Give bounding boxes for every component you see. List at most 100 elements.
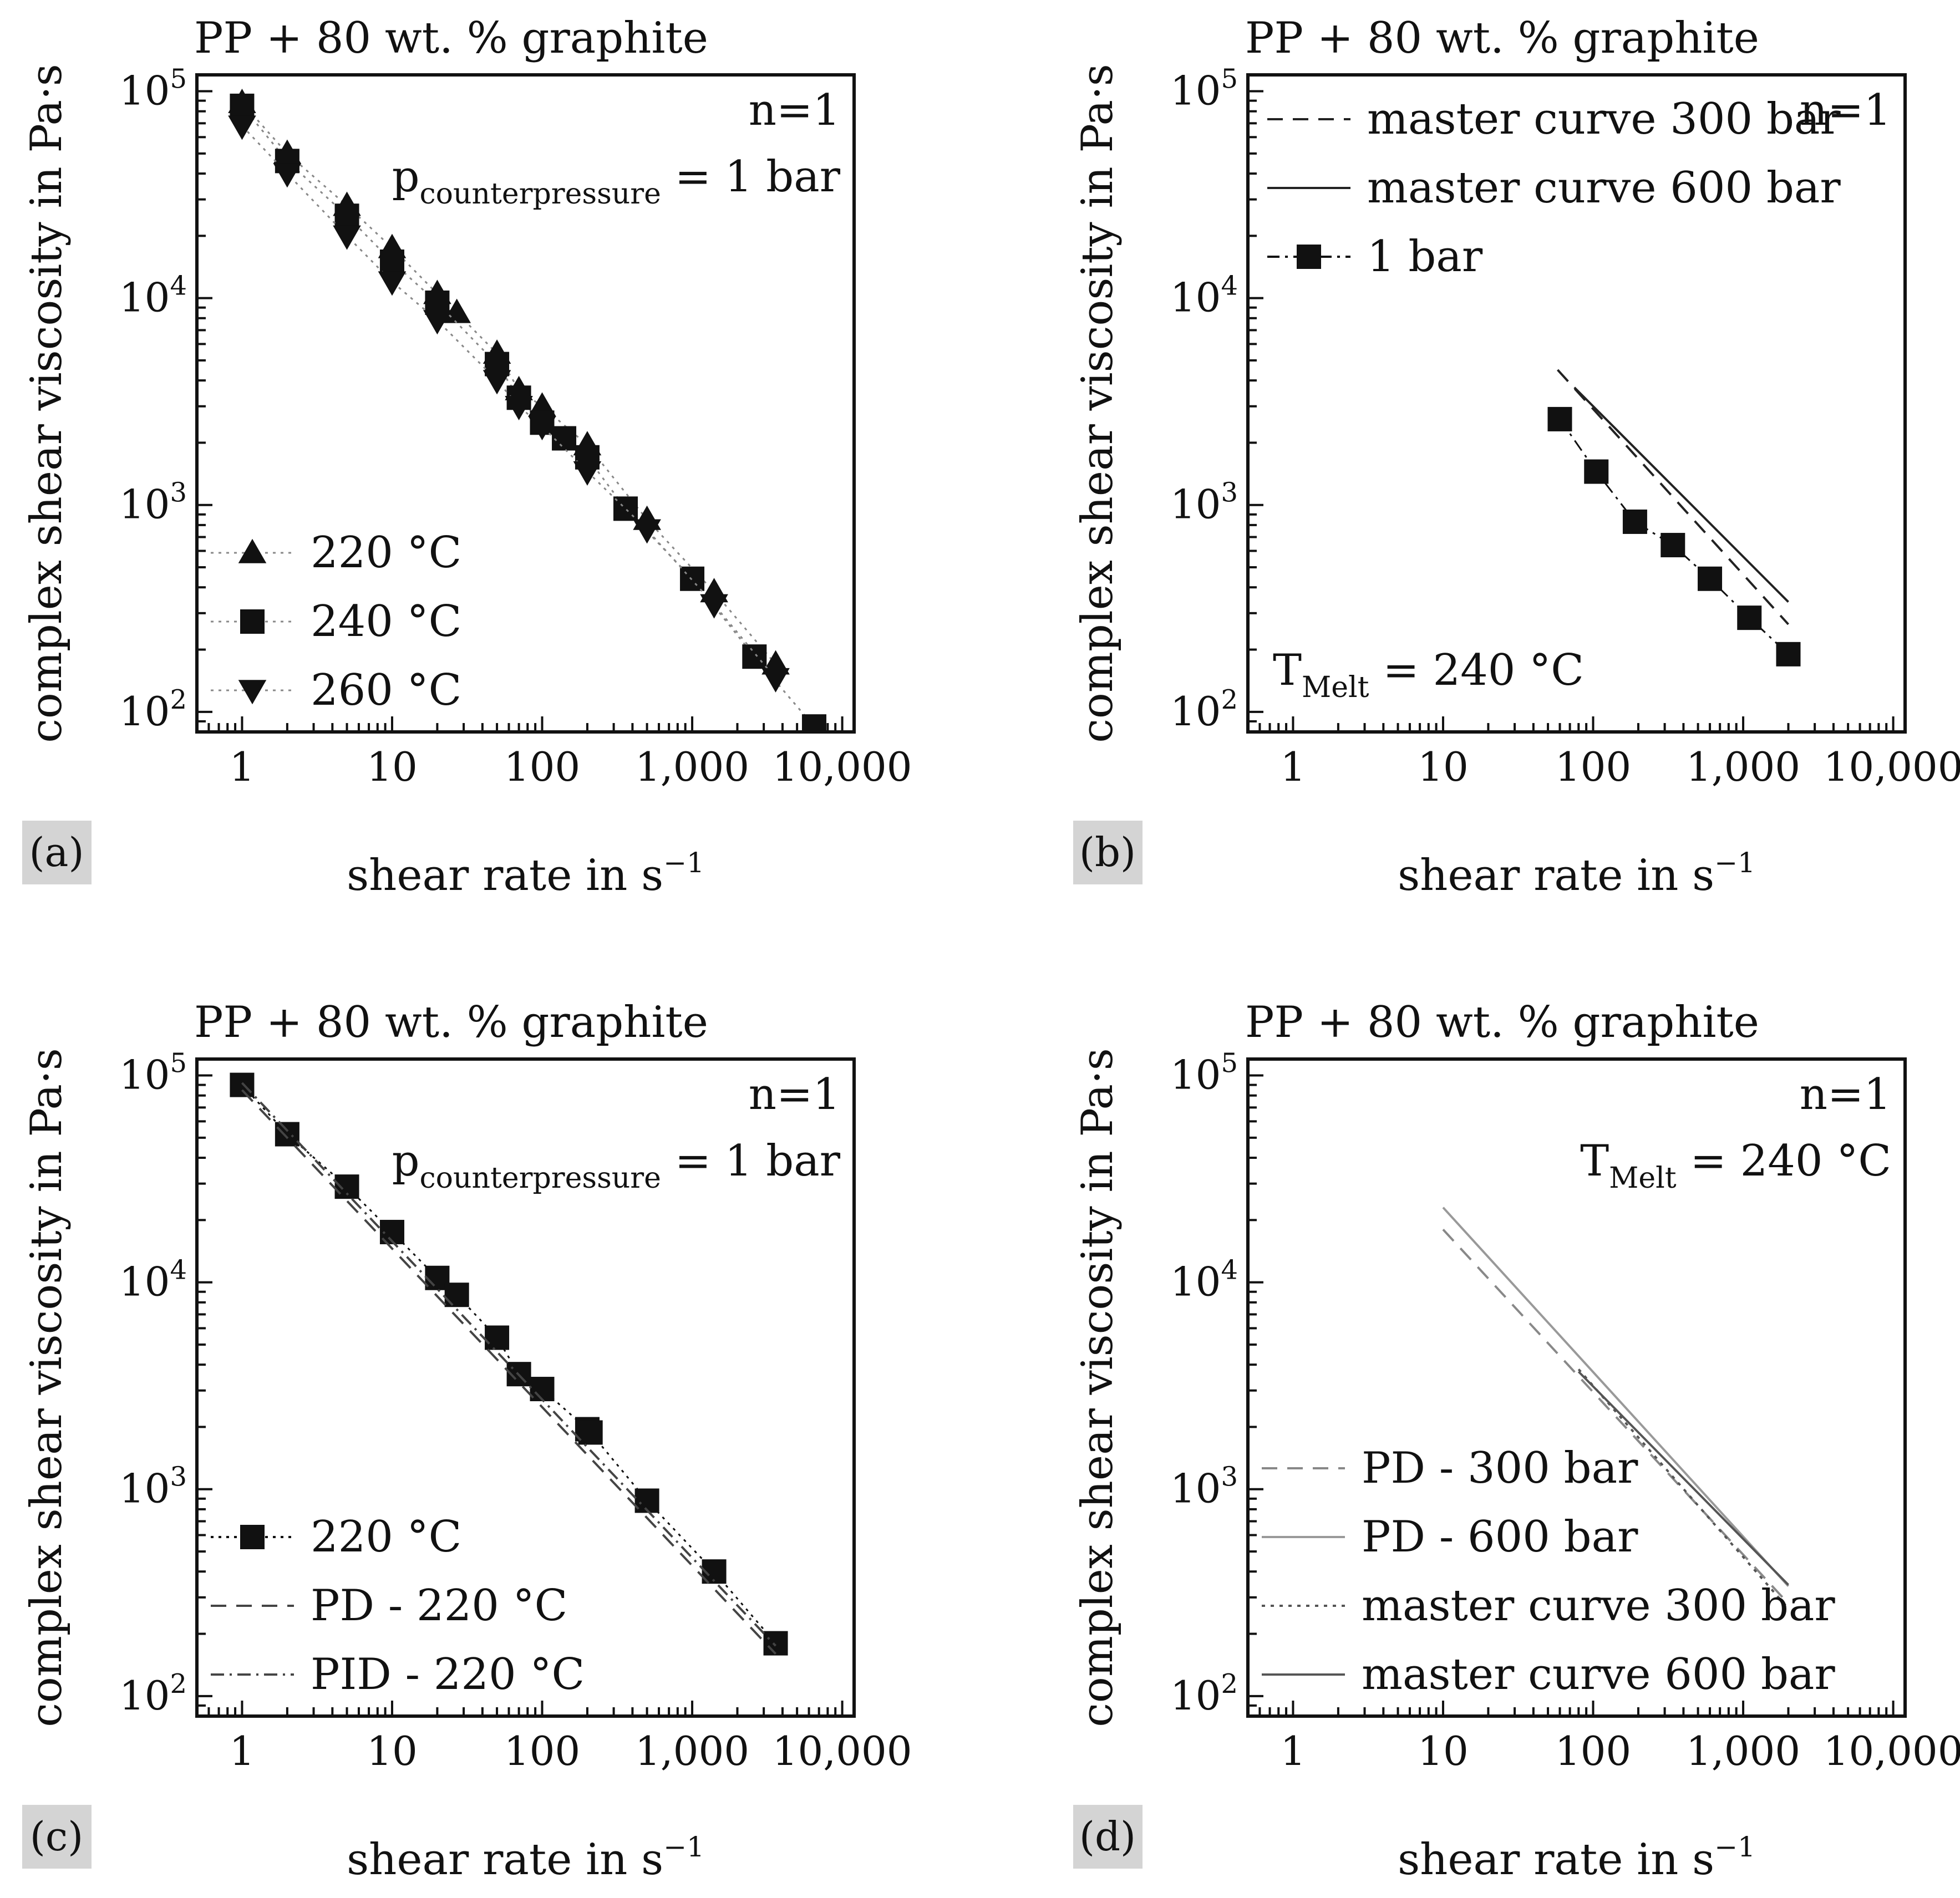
series-3 xyxy=(241,1082,776,1647)
annotation-text: n=1 xyxy=(749,85,840,135)
data-point xyxy=(334,1174,359,1199)
legend-label: 240 °C xyxy=(311,597,461,647)
y-tick-exponent: 2 xyxy=(1221,684,1238,715)
y-tick-exponent: 4 xyxy=(170,1255,187,1286)
chart-title: PP + 80 wt. % graphite xyxy=(194,998,708,1047)
plot-area xyxy=(230,1072,788,1656)
legend-entry: master curve 600 bar xyxy=(1267,163,1841,213)
y-tick-exponent: 2 xyxy=(1221,1668,1238,1699)
data-point xyxy=(742,644,767,669)
y-tick-exponent: 3 xyxy=(170,1462,187,1493)
x-tick-label: 100 xyxy=(1555,1728,1631,1774)
legend-entry: 220 °C xyxy=(211,528,461,578)
y-tick-exponent: 4 xyxy=(170,271,187,302)
x-axis-label-text: shear rate in s xyxy=(347,1835,663,1885)
legend-entry: master curve 600 bar xyxy=(1262,1650,1835,1699)
annotation-suffix: = 240 °C xyxy=(1369,645,1584,695)
axis-ticks xyxy=(1247,90,1895,733)
y-axis-label: complex shear viscosity in Pa·s xyxy=(22,64,72,743)
plot-frame xyxy=(1246,1057,1907,1718)
data-point xyxy=(633,519,661,544)
legend-entry: PD - 300 bar xyxy=(1262,1443,1638,1493)
x-tick-label: 100 xyxy=(1555,744,1631,790)
y-tick-label: 102 xyxy=(1170,1668,1238,1719)
x-tick-label: 1,000 xyxy=(1686,1728,1800,1774)
legend-label: master curve 300 bar xyxy=(1362,1581,1835,1631)
data-point xyxy=(761,668,790,693)
data-point xyxy=(1547,406,1572,431)
x-axis-label-sup: −1 xyxy=(1714,1831,1755,1863)
y-tick-base: 10 xyxy=(119,1052,170,1098)
y-tick-exponent: 3 xyxy=(1221,477,1238,508)
plot-area xyxy=(228,88,826,732)
y-tick-exponent: 5 xyxy=(1221,64,1238,95)
x-tick-label: 10 xyxy=(367,744,418,790)
x-axis-label-sup: −1 xyxy=(663,847,704,879)
legend: 220 °C 240 °C 260 °C xyxy=(211,528,461,715)
annotation-sub: Melt xyxy=(1302,671,1369,704)
series-2 xyxy=(1573,386,1789,603)
y-tick-label: 102 xyxy=(119,1668,187,1719)
x-tick-label: 10 xyxy=(1418,744,1469,790)
annotation: n=1 xyxy=(749,1070,840,1120)
data-point xyxy=(230,93,255,118)
chart-title: PP + 80 wt. % graphite xyxy=(194,13,708,63)
x-axis-label-text: shear rate in s xyxy=(1398,851,1714,900)
y-tick-base: 10 xyxy=(1170,1259,1221,1305)
y-tick-exponent: 2 xyxy=(170,684,187,715)
annotation-sub: counterpressure xyxy=(420,1162,661,1195)
plot-area xyxy=(1442,1207,1789,1610)
x-axis-label: shear rate in s−1 xyxy=(347,847,704,900)
y-tick-label: 103 xyxy=(1170,1462,1238,1512)
panel-3: PP + 80 wt. % graphite 1 10 100 1,000 10,000 1… xyxy=(22,998,912,1885)
data-point xyxy=(1737,605,1762,630)
panel-tag-bg xyxy=(22,821,92,884)
x-axis-label-sup: −1 xyxy=(663,1831,704,1863)
annotation-text: n=1 xyxy=(1800,85,1891,135)
y-tick-base: 10 xyxy=(119,688,170,735)
y-tick-label: 105 xyxy=(119,1048,187,1098)
x-tick-label: 10,000 xyxy=(773,744,912,790)
plot-frame xyxy=(195,1057,856,1718)
x-tick-label: 100 xyxy=(504,1728,580,1774)
annotation-suffix: = 240 °C xyxy=(1677,1136,1891,1186)
data-point xyxy=(801,714,826,732)
legend-marker xyxy=(238,680,267,705)
annotation: pcounterpressure = 1 bar xyxy=(392,1136,841,1195)
legend-entry: PD - 220 °C xyxy=(211,1581,567,1631)
y-axis-label: complex shear viscosity in Pa·s xyxy=(1073,64,1123,743)
y-tick-base: 10 xyxy=(119,1259,170,1305)
y-tick-base: 10 xyxy=(1170,68,1221,114)
y-tick-exponent: 4 xyxy=(1221,271,1238,302)
y-tick-exponent: 5 xyxy=(170,1048,187,1079)
data-point xyxy=(552,426,577,451)
y-tick-base: 10 xyxy=(1170,1672,1221,1719)
y-tick-label: 105 xyxy=(1170,1048,1238,1098)
x-tick-label: 10 xyxy=(367,1728,418,1774)
x-tick-label: 1,000 xyxy=(1686,744,1800,790)
series-2 xyxy=(1442,1207,1789,1587)
y-tick-exponent: 3 xyxy=(170,477,187,508)
y-tick-exponent: 2 xyxy=(170,1668,187,1699)
series-3 xyxy=(1547,406,1801,666)
data-point xyxy=(423,310,451,335)
chart-title: PP + 80 wt. % graphite xyxy=(1245,13,1759,63)
x-tick-label: 10,000 xyxy=(1824,744,1960,790)
annotation-text: p xyxy=(392,152,420,202)
y-tick-label: 104 xyxy=(119,271,187,321)
series-2 xyxy=(241,1089,776,1655)
series-1 xyxy=(1557,369,1789,625)
x-tick-label: 1 xyxy=(1281,744,1306,790)
y-axis-label: complex shear viscosity in Pa·s xyxy=(1073,1048,1123,1727)
panel-1: PP + 80 wt. % graphite 1 10 100 1,000 10,000 1… xyxy=(22,13,912,900)
annotation: TMelt = 240 °C xyxy=(1273,645,1584,704)
legend-entry: PD - 600 bar xyxy=(1262,1512,1638,1562)
data-point xyxy=(483,370,511,395)
x-axis-label-text: shear rate in s xyxy=(347,851,663,900)
x-tick-label: 1,000 xyxy=(635,1728,749,1774)
legend-marker xyxy=(240,1525,265,1549)
panel-tag: (d) xyxy=(1079,1813,1136,1860)
legend-entry: master curve 300 bar xyxy=(1267,94,1841,144)
annotation: pcounterpressure = 1 bar xyxy=(392,152,841,211)
